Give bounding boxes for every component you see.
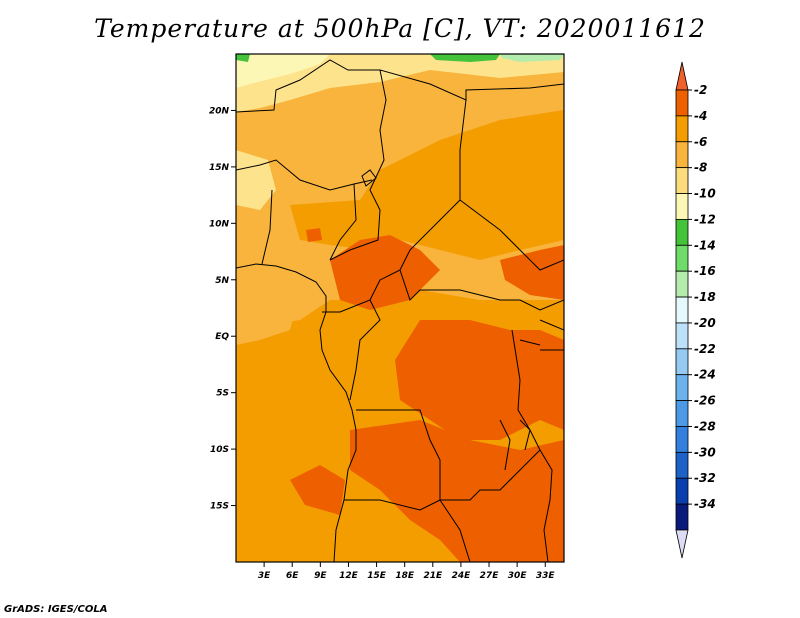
colorbar-segment	[675, 374, 689, 401]
x-tick-label: 27E	[480, 571, 500, 581]
field-hot-angola-coast	[290, 465, 345, 515]
colorbar-top-triangle	[675, 61, 689, 91]
y-tick-label: 5N	[215, 276, 229, 286]
colorbar-bottom-triangle	[675, 529, 689, 559]
colorbar-label: -8	[694, 161, 707, 175]
border-north	[236, 59, 564, 113]
coastline-west	[236, 263, 357, 562]
y-tick-label: 10N	[209, 219, 230, 229]
colorbar-label: -12	[694, 212, 716, 226]
colorbar-label: -6	[694, 135, 707, 149]
lake-chad	[361, 169, 377, 187]
border-niger-chad	[329, 69, 387, 261]
colorbar-segment	[675, 193, 689, 220]
field-hot-east	[500, 245, 564, 300]
colorbar-label: -16	[694, 264, 716, 278]
field-green-west	[236, 54, 250, 62]
field-orange-spot-gabon	[320, 315, 350, 338]
colorbar-label: -32	[694, 471, 716, 485]
map-frame	[235, 53, 565, 563]
y-axis: 20N 15N 10N 5N EQ 5S 10S 15S	[209, 106, 236, 512]
x-tick-label: 3E	[258, 571, 271, 581]
field-central-orange	[290, 110, 564, 260]
colorbar-label: -22	[694, 342, 716, 356]
field-hot-spot-1	[306, 228, 322, 242]
colorbar-label: -24	[694, 368, 716, 382]
y-tick-label: 5S	[216, 389, 229, 399]
colorbar-label: -26	[694, 394, 716, 408]
colorbar-segment	[675, 296, 689, 324]
colorbar-segment	[675, 451, 689, 479]
x-axis: 3E 6E 9E 12E 15E 18E 21E 24E 27E 30E 33E	[258, 562, 556, 581]
field-sahara-palest	[236, 54, 330, 88]
colorbar-segment	[675, 400, 689, 427]
y-tick-label: EQ	[215, 332, 229, 342]
border-east-lakes	[519, 319, 564, 351]
border-namibia	[344, 499, 441, 511]
colorbar-label: -28	[694, 419, 716, 433]
colorbar-segment	[675, 89, 689, 117]
x-tick-label: 21E	[423, 571, 443, 581]
x-tick-label: 12E	[339, 571, 359, 581]
colorbar: -2 -4 -6 -8 -10 -12 -14 -16 -18 -20 -22 -24 -26 -28 -3…	[675, 61, 716, 559]
colorbar-segment	[675, 270, 689, 298]
field-west-pale	[236, 150, 276, 210]
border-chad-car	[322, 99, 467, 313]
border-lakes	[499, 419, 531, 471]
field-green-north	[430, 54, 500, 62]
border-car-drc	[399, 269, 564, 311]
colorbar-segment	[675, 167, 689, 194]
colorbar-segment	[675, 477, 689, 505]
field-gulf-guinea	[236, 260, 300, 345]
colorbar-segment	[675, 348, 689, 376]
colorbar-label: -2	[694, 83, 707, 97]
border-zambia	[439, 499, 471, 562]
y-tick-label: 20N	[209, 106, 230, 116]
colorbar-segment	[675, 219, 689, 246]
x-tick-label: 15E	[367, 571, 387, 581]
x-tick-label: 33E	[536, 571, 556, 581]
y-tick-label: 15S	[210, 502, 229, 512]
colorbar-segment	[675, 115, 689, 143]
colorbar-segment	[675, 322, 689, 350]
chart-title: Temperature at 500hPa [C], VT: 202001161…	[94, 14, 706, 43]
x-tick-label: 24E	[452, 571, 472, 581]
colorbar-label: -4	[694, 109, 707, 123]
border-ghana	[261, 189, 273, 265]
border-rift	[511, 329, 553, 562]
border-congo	[349, 299, 381, 401]
colorbar-label: -34	[694, 497, 716, 511]
colorbar-label: -30	[694, 445, 716, 459]
field-lightgreen-north	[500, 54, 564, 62]
y-tick-label: 10S	[210, 445, 229, 455]
field-hot-cameroon	[330, 235, 440, 310]
x-tick-label: 30E	[508, 571, 528, 581]
field-hot-congo	[395, 320, 564, 440]
colorbar-segment	[675, 141, 689, 169]
colorbar-segment	[675, 503, 689, 531]
border-sudan	[459, 199, 564, 271]
colorbar-segment	[675, 426, 689, 453]
border-nigeria	[329, 183, 357, 261]
colorbar-label: -20	[694, 316, 716, 330]
x-tick-label: 18E	[395, 571, 415, 581]
temperature-field	[236, 54, 564, 562]
border-angola-drc	[356, 409, 541, 501]
x-tick-label: 9E	[314, 571, 327, 581]
country-borders	[236, 59, 564, 562]
field-hot-south	[350, 420, 564, 562]
colorbar-label: -14	[694, 238, 716, 252]
colorbar-segment	[675, 244, 689, 272]
colorbar-label: -10	[694, 187, 716, 201]
grads-credit: GrADS: IGES/COLA	[4, 604, 108, 615]
x-tick-label: 6E	[286, 571, 299, 581]
y-tick-label: 15N	[209, 163, 230, 173]
colorbar-label: -18	[694, 290, 716, 304]
